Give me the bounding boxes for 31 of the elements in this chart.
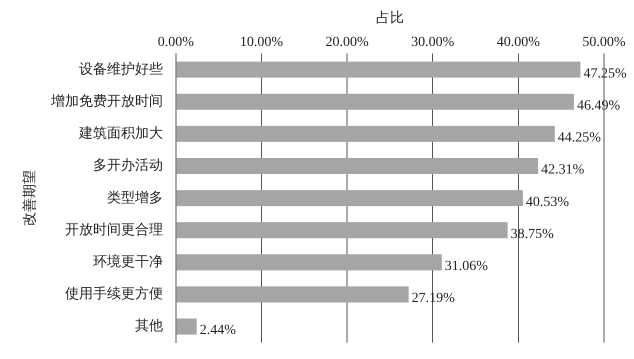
x-tick-label: 20.00% <box>325 34 369 50</box>
data-label: 2.44% <box>200 323 236 338</box>
bar <box>176 222 508 238</box>
y-tick-label: 其他 <box>134 318 163 334</box>
y-tick-label: 增加免费开放时间 <box>50 93 163 110</box>
x-tick-label: 0.00% <box>158 34 194 50</box>
bar <box>176 62 580 78</box>
data-label: 42.31% <box>541 162 585 178</box>
bar <box>176 190 523 206</box>
bar <box>176 318 197 335</box>
y-tick-label: 建筑面积加大 <box>78 126 163 142</box>
x-axis-title: 占比 <box>376 10 404 26</box>
y-tick-label: 使用手续更方便 <box>64 286 163 302</box>
x-tick-label: 50.00% <box>582 34 626 50</box>
y-tick-label: 环境更干净 <box>92 254 163 270</box>
data-label: 31.06% <box>444 258 488 274</box>
y-tick-label: 多开办活动 <box>92 158 163 174</box>
data-label: 40.53% <box>526 194 570 210</box>
y-axis-title: 改善期望 <box>21 170 38 226</box>
x-tick-label: 10.00% <box>240 34 284 50</box>
bar <box>176 158 538 174</box>
y-tick-label: 设备维护好些 <box>78 61 163 78</box>
bar <box>176 286 409 302</box>
x-tick-label: 40.00% <box>496 34 540 50</box>
bar <box>176 126 555 142</box>
y-tick-label: 开放时间更合理 <box>64 222 163 238</box>
x-tick-label: 30.00% <box>411 34 455 50</box>
bar <box>176 254 442 270</box>
bar <box>176 94 574 110</box>
y-tick-label: 类型增多 <box>106 190 163 206</box>
data-label: 44.25% <box>558 130 602 146</box>
